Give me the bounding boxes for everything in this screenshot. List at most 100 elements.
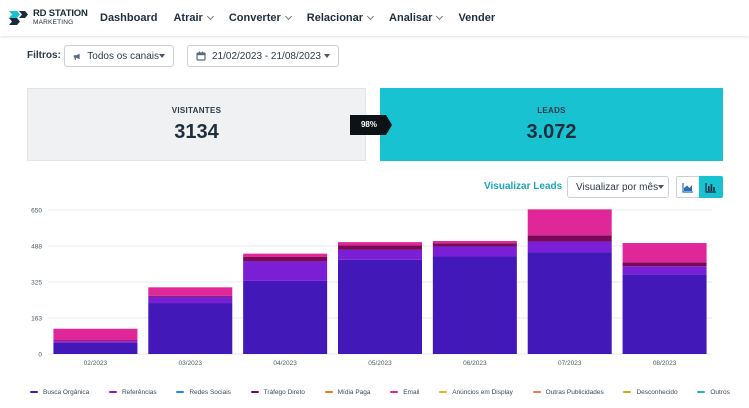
chevron-down-icon xyxy=(436,12,444,21)
caret-down-icon xyxy=(324,54,330,58)
bar-segment[interactable] xyxy=(338,259,422,354)
bar-segment[interactable] xyxy=(53,341,138,343)
x-tick-label: 05/2023 xyxy=(368,360,392,367)
visitors-value: 3134 xyxy=(174,120,219,143)
nav-vender-label: Vender xyxy=(458,12,496,24)
legend-item[interactable]: Desconhecido xyxy=(623,388,678,396)
bar-chart-toggle[interactable] xyxy=(699,176,723,198)
legend-label: Desconhecido xyxy=(636,388,678,396)
date-range-select[interactable]: 21/02/2023 - 21/08/2023 xyxy=(187,45,339,67)
calendar-icon xyxy=(196,51,206,61)
legend-swatch xyxy=(324,390,333,394)
legend-label: Anúncios em Display xyxy=(452,388,513,396)
x-tick-label: 03/2023 xyxy=(179,360,203,367)
legend-swatch xyxy=(250,390,259,394)
legend-label: Outros xyxy=(710,388,730,396)
nav-analisar[interactable]: Analisar xyxy=(389,12,444,24)
legend-swatch xyxy=(30,390,38,394)
bar-segment[interactable] xyxy=(432,246,517,257)
nav-relacionar[interactable]: Relacionar xyxy=(306,12,375,24)
nav-vender[interactable]: Vender xyxy=(458,12,495,24)
bar-segment[interactable] xyxy=(432,256,517,354)
bar-segment[interactable] xyxy=(338,242,422,246)
legend-swatch xyxy=(390,390,399,394)
nav-relacionar-label: Relacionar xyxy=(306,12,364,24)
top-navbar: RD STATION MARKETING Dashboard Atrair Co… xyxy=(0,0,749,36)
y-tick-label: 163 xyxy=(31,315,42,322)
legend-item[interactable]: Mídia Paga xyxy=(324,388,371,396)
chevron-down-icon xyxy=(366,12,375,21)
legend-label: Email xyxy=(403,388,420,396)
bar-segment[interactable] xyxy=(53,328,138,341)
legend-label: Tráfego Direto xyxy=(263,388,305,396)
period-select[interactable]: Visualizar por mês xyxy=(567,176,669,198)
area-chart-toggle[interactable] xyxy=(676,176,700,198)
bar-segment[interactable] xyxy=(432,241,517,244)
legend-swatch xyxy=(697,390,706,394)
bar-segment[interactable] xyxy=(527,241,612,253)
y-tick-label: 325 xyxy=(31,280,42,287)
bar-segment[interactable] xyxy=(527,209,612,236)
rd-station-logo[interactable]: RD STATION MARKETING xyxy=(8,8,88,28)
caret-down-icon xyxy=(159,54,165,58)
y-tick-label: 0 xyxy=(38,352,42,359)
legend-label: Busca Orgânica xyxy=(43,388,90,396)
date-range-value: 21/02/2023 - 21/08/2023 xyxy=(212,50,321,62)
visitors-label: VISITANTES xyxy=(171,105,222,115)
logo-subtitle: MARKETING xyxy=(33,18,74,26)
bar-segment[interactable] xyxy=(622,243,707,263)
legend-item[interactable]: Outros xyxy=(697,389,730,396)
bar-segment[interactable] xyxy=(148,303,233,354)
bar-segment[interactable] xyxy=(243,253,328,257)
bar-segment[interactable] xyxy=(148,295,233,297)
chevron-down-icon xyxy=(284,12,292,21)
legend-item[interactable]: Redes Sociais xyxy=(176,389,231,396)
bar-segment[interactable] xyxy=(338,249,422,260)
filters-label: Filtros: xyxy=(27,50,61,61)
legend-item[interactable]: Referências xyxy=(108,388,157,396)
main-nav: Dashboard Atrair Converter Relacionar An… xyxy=(100,0,511,36)
y-tick-label: 488 xyxy=(31,243,42,250)
bar-segment[interactable] xyxy=(53,342,138,354)
visitors-card: VISITANTES 3134 xyxy=(27,88,366,161)
x-tick-label: 04/2023 xyxy=(273,360,297,367)
legend-label: Referências xyxy=(121,388,157,396)
bar-segment[interactable] xyxy=(338,245,422,250)
bar-segment[interactable] xyxy=(432,243,517,247)
bar-segment[interactable] xyxy=(148,296,233,304)
legend-label: Mídia Paga xyxy=(337,388,371,396)
legend-item[interactable]: Email xyxy=(390,389,419,396)
bar-segment[interactable] xyxy=(53,340,138,342)
view-leads-link[interactable]: Visualizar Leads xyxy=(484,181,563,192)
legend-label: Redes Sociais xyxy=(189,388,231,396)
area-chart-icon xyxy=(682,182,693,193)
legend-item[interactable]: Outras Publicidades xyxy=(532,389,604,396)
leads-card: LEADS 3.072 xyxy=(380,88,723,161)
legend-swatch xyxy=(176,390,185,394)
logo-title: RD STATION xyxy=(33,7,88,19)
bar-segment[interactable] xyxy=(148,287,233,296)
legend-swatch xyxy=(623,390,632,394)
legend-swatch xyxy=(532,390,541,394)
bar-chart-icon xyxy=(705,182,716,193)
legend-item[interactable]: Anúncios em Display xyxy=(439,389,513,396)
bar-segment[interactable] xyxy=(622,266,707,275)
legend-item[interactable]: Busca Orgânica xyxy=(30,389,89,396)
period-select-value: Visualizar por mês xyxy=(576,181,659,193)
bar-segment[interactable] xyxy=(527,252,612,354)
bar-segment[interactable] xyxy=(622,262,707,267)
nav-dashboard[interactable]: Dashboard xyxy=(100,12,157,24)
conversion-rate-badge: 98% xyxy=(350,115,392,135)
bar-segment[interactable] xyxy=(243,256,328,262)
bar-segment[interactable] xyxy=(622,274,707,354)
bar-segment[interactable] xyxy=(527,235,612,242)
bar-segment[interactable] xyxy=(243,261,328,281)
megaphone-icon xyxy=(73,53,80,60)
legend-item[interactable]: Tráfego Direto xyxy=(250,388,305,396)
nav-converter[interactable]: Converter xyxy=(229,12,292,24)
channel-select[interactable]: Todos os canais xyxy=(64,45,174,67)
channel-select-value: Todos os canais xyxy=(87,50,159,62)
bar-segment[interactable] xyxy=(243,280,328,354)
nav-atrair[interactable]: Atrair xyxy=(173,12,214,24)
x-tick-label: 07/2023 xyxy=(558,360,582,367)
